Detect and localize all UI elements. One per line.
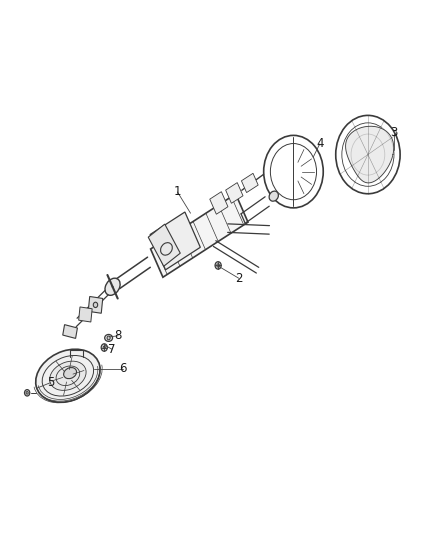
Polygon shape bbox=[148, 224, 180, 266]
Ellipse shape bbox=[36, 349, 100, 402]
Ellipse shape bbox=[264, 135, 323, 208]
Ellipse shape bbox=[105, 278, 120, 295]
Ellipse shape bbox=[217, 264, 219, 267]
Ellipse shape bbox=[107, 336, 110, 340]
Ellipse shape bbox=[105, 335, 113, 341]
Polygon shape bbox=[241, 173, 258, 192]
Ellipse shape bbox=[215, 262, 221, 269]
Text: 2: 2 bbox=[235, 272, 243, 285]
Text: 7: 7 bbox=[108, 343, 116, 356]
Ellipse shape bbox=[93, 302, 98, 308]
Polygon shape bbox=[63, 325, 78, 338]
Text: 3: 3 bbox=[391, 126, 398, 139]
Polygon shape bbox=[151, 194, 248, 277]
Ellipse shape bbox=[269, 191, 279, 201]
Polygon shape bbox=[210, 192, 228, 214]
Ellipse shape bbox=[49, 361, 86, 390]
Polygon shape bbox=[88, 296, 103, 313]
Polygon shape bbox=[346, 126, 394, 183]
Ellipse shape bbox=[270, 143, 317, 200]
Text: 5: 5 bbox=[47, 376, 54, 389]
Ellipse shape bbox=[64, 368, 77, 378]
Text: 1: 1 bbox=[173, 185, 181, 198]
Ellipse shape bbox=[25, 390, 30, 396]
Ellipse shape bbox=[101, 344, 107, 351]
Text: 6: 6 bbox=[119, 362, 127, 375]
Text: 8: 8 bbox=[115, 329, 122, 342]
Polygon shape bbox=[226, 183, 243, 203]
Polygon shape bbox=[150, 212, 200, 270]
Ellipse shape bbox=[103, 346, 105, 349]
Text: 4: 4 bbox=[316, 138, 324, 150]
Ellipse shape bbox=[336, 115, 400, 193]
Ellipse shape bbox=[26, 391, 28, 394]
Polygon shape bbox=[79, 307, 92, 322]
Ellipse shape bbox=[161, 243, 172, 255]
